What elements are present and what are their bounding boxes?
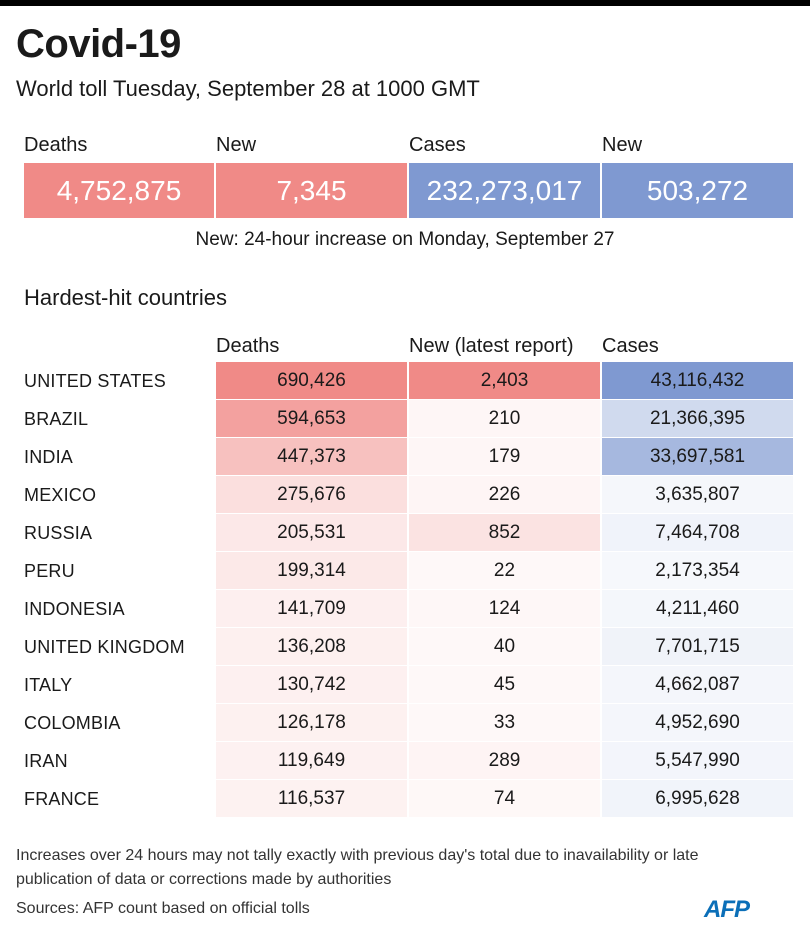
table-row: IRAN 119,649 289 5,547,990 [0, 742, 810, 780]
summary-value-cases: 232,273,017 [426, 174, 583, 206]
new-deaths-cell: 210 [409, 400, 600, 437]
new-deaths-cell: 2,403 [409, 362, 600, 399]
new-deaths-cell: 40 [409, 628, 600, 665]
country-name: ITALY [24, 675, 73, 695]
cases-cell: 4,952,690 [602, 704, 793, 741]
deaths-cell: 690,426 [216, 362, 407, 399]
cases-cell: 3,635,807 [602, 476, 793, 513]
summary-note: New: 24-hour increase on Monday, Septemb… [195, 229, 615, 250]
deaths-cell: 119,649 [216, 742, 407, 779]
deaths-cell: 141,709 [216, 590, 407, 627]
new-deaths-cell: 179 [409, 438, 600, 475]
summary-box-cases: 232,273,017 [409, 163, 600, 218]
new-deaths-cell: 33 [409, 704, 600, 741]
table-row: COLOMBIA 126,178 33 4,952,690 [0, 704, 810, 742]
summary-label-cases: Cases [409, 134, 466, 156]
deaths-cell: 130,742 [216, 666, 407, 703]
country-name: MEXICO [24, 485, 97, 505]
table-row: INDONESIA 141,709 124 4,211,460 [0, 590, 810, 628]
deaths-cell: 275,676 [216, 476, 407, 513]
column-header-cases: Cases [602, 335, 659, 357]
summary-boxes: 4,752,875 7,345 232,273,017 503,272 [24, 163, 793, 218]
cases-cell: 7,701,715 [602, 628, 793, 665]
cases-cell: 5,547,990 [602, 742, 793, 779]
table-row: FRANCE 116,537 74 6,995,628 [0, 780, 810, 818]
hardest-hit-table: UNITED STATES 690,426 2,403 43,116,432 BRAZI… [0, 362, 810, 818]
cases-cell: 7,464,708 [602, 514, 793, 551]
country-name: PERU [24, 561, 75, 581]
new-deaths-cell: 22 [409, 552, 600, 589]
summary-box-new-deaths: 7,345 [216, 163, 407, 218]
cases-cell: 4,211,460 [602, 590, 793, 627]
column-header-new: New (latest report) [409, 335, 574, 357]
cases-cell: 4,662,087 [602, 666, 793, 703]
summary-value-new-cases: 503,272 [646, 174, 749, 206]
table-title: Hardest-hit countries [24, 285, 227, 310]
cases-cell: 43,116,432 [602, 362, 793, 399]
country-name: IRAN [24, 751, 68, 771]
deaths-cell: 199,314 [216, 552, 407, 589]
summary-value-deaths: 4,752,875 [56, 174, 182, 206]
country-name: BRAZIL [24, 409, 89, 429]
cases-cell: 21,366,395 [602, 400, 793, 437]
table-row: PERU 199,314 22 2,173,354 [0, 552, 810, 590]
deaths-cell: 136,208 [216, 628, 407, 665]
deaths-cell: 126,178 [216, 704, 407, 741]
deaths-cell: 447,373 [216, 438, 407, 475]
new-deaths-cell: 124 [409, 590, 600, 627]
country-name: UNITED KINGDOM [24, 637, 185, 657]
summary-value-new-deaths: 7,345 [276, 174, 347, 206]
deaths-cell: 594,653 [216, 400, 407, 437]
summary-box-deaths: 4,752,875 [24, 163, 214, 218]
deaths-cell: 116,537 [216, 780, 407, 817]
summary-label-new-cases: New [602, 134, 643, 156]
cases-cell: 6,995,628 [602, 780, 793, 817]
new-deaths-cell: 289 [409, 742, 600, 779]
new-deaths-cell: 45 [409, 666, 600, 703]
summary-label-new-deaths: New [216, 134, 257, 156]
sources: Sources: AFP count based on official tol… [16, 900, 310, 917]
table-row: BRAZIL 594,653 210 21,366,395 [0, 400, 810, 438]
table-row: MEXICO 275,676 226 3,635,807 [0, 476, 810, 514]
table-row: ITALY 130,742 45 4,662,087 [0, 666, 810, 704]
cases-cell: 2,173,354 [602, 552, 793, 589]
new-deaths-cell: 852 [409, 514, 600, 551]
summary-box-new-cases: 503,272 [602, 163, 793, 218]
page-title: Covid-19 [16, 22, 181, 66]
country-name: UNITED STATES [24, 371, 166, 391]
table-row: UNITED KINGDOM 136,208 40 7,701,715 [0, 628, 810, 666]
afp-logo: AFP [704, 896, 794, 926]
footnote: Increases over 24 hours may not tally ex… [16, 847, 699, 888]
column-header-deaths: Deaths [216, 335, 280, 357]
country-name: COLOMBIA [24, 713, 121, 733]
new-deaths-cell: 74 [409, 780, 600, 817]
new-deaths-cell: 226 [409, 476, 600, 513]
table-row: INDIA 447,373 179 33,697,581 [0, 438, 810, 476]
deaths-cell: 205,531 [216, 514, 407, 551]
country-name: RUSSIA [24, 523, 93, 543]
country-name: INDIA [24, 447, 74, 467]
table-row: RUSSIA 205,531 852 7,464,708 [0, 514, 810, 552]
page-subtitle: World toll Tuesday, September 28 at 1000… [16, 76, 480, 101]
summary-labels: Deaths New Cases New [24, 134, 804, 160]
summary-label-deaths: Deaths [24, 134, 88, 156]
top-rule [0, 0, 810, 6]
cases-cell: 33,697,581 [602, 438, 793, 475]
country-name: FRANCE [24, 789, 100, 809]
country-name: INDONESIA [24, 599, 125, 619]
table-row: UNITED STATES 690,426 2,403 43,116,432 [0, 362, 810, 400]
afp-logo-text: AFP [704, 896, 750, 923]
